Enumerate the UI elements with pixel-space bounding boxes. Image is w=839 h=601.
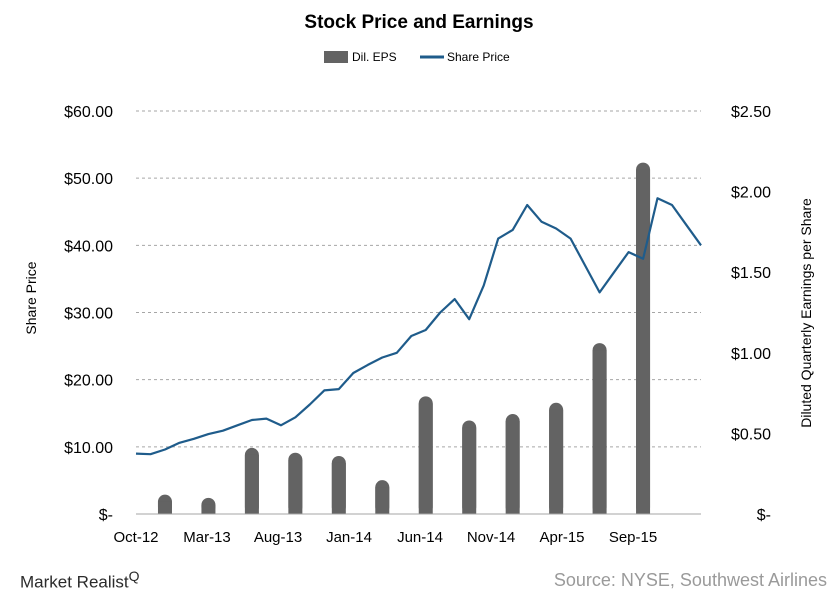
legend-label-eps: Dil. EPS xyxy=(352,50,397,64)
eps-bar-body xyxy=(201,504,216,514)
x-axis-ticks: Oct-12 Mar-13 Aug-13 Jan-14 Jun-14 Nov-14 Apr-… xyxy=(113,529,657,546)
eps-bar-body xyxy=(636,169,651,515)
left-axis-label: Share Price xyxy=(23,261,39,334)
chart-title: Stock Price and Earnings xyxy=(304,12,533,33)
right-tick-label: $1.50 xyxy=(731,265,771,282)
eps-bar-body xyxy=(288,459,303,514)
x-tick-label: Aug-13 xyxy=(254,529,302,546)
x-tick-label: Mar-13 xyxy=(183,529,231,546)
left-tick-label: $20.00 xyxy=(64,373,113,390)
eps-bar-body xyxy=(462,427,477,514)
left-tick-label: $30.00 xyxy=(64,306,113,323)
right-axis-ticks: $- $0.50 $1.00 $1.50 $2.00 $2.50 xyxy=(731,104,771,524)
x-tick-label: Nov-14 xyxy=(467,529,515,546)
eps-bars xyxy=(157,162,651,515)
eps-bar-body xyxy=(505,421,520,514)
legend-swatch-eps xyxy=(324,51,348,63)
right-tick-label: $2.00 xyxy=(731,185,771,202)
eps-bar-body xyxy=(549,409,564,514)
gridlines xyxy=(136,110,701,448)
share-price-line xyxy=(135,197,702,456)
right-tick-label: $1.00 xyxy=(731,346,771,363)
eps-bar-body xyxy=(375,487,390,514)
brand-logo: Market RealistQ xyxy=(20,568,140,593)
x-tick-label: Apr-15 xyxy=(539,529,584,546)
legend: Dil. EPS Share Price xyxy=(324,50,510,64)
left-tick-label: $40.00 xyxy=(64,238,113,255)
eps-bar-body xyxy=(418,403,433,514)
x-tick-label: Jun-14 xyxy=(397,529,443,546)
x-tick-label: Jan-14 xyxy=(326,529,372,546)
eps-bar-body xyxy=(244,454,259,514)
left-tick-label: $50.00 xyxy=(64,171,113,188)
eps-bar-body xyxy=(592,350,607,514)
x-tick-label: Sep-15 xyxy=(609,529,657,546)
eps-bar-body xyxy=(331,462,346,514)
brand-name: Market Realist xyxy=(20,572,129,592)
x-tick-label: Oct-12 xyxy=(113,529,158,546)
eps-bar-body xyxy=(157,501,172,514)
left-tick-label: $- xyxy=(99,507,113,524)
right-axis-label: Diluted Quarterly Earnings per Share xyxy=(798,198,814,428)
left-tick-label: $10.00 xyxy=(64,440,113,457)
right-tick-label: $2.50 xyxy=(731,104,771,121)
source-note: Source: NYSE, Southwest Airlines xyxy=(553,570,827,590)
left-tick-label: $60.00 xyxy=(64,104,113,121)
right-tick-label: $0.50 xyxy=(731,426,771,443)
legend-label-price: Share Price xyxy=(447,50,510,64)
left-axis-ticks: $- $10.00 $20.00 $30.00 $40.00 $50.00 $60.00 xyxy=(64,104,113,524)
right-tick-label: $- xyxy=(757,507,771,524)
brand-mark-icon: Q xyxy=(128,568,140,584)
